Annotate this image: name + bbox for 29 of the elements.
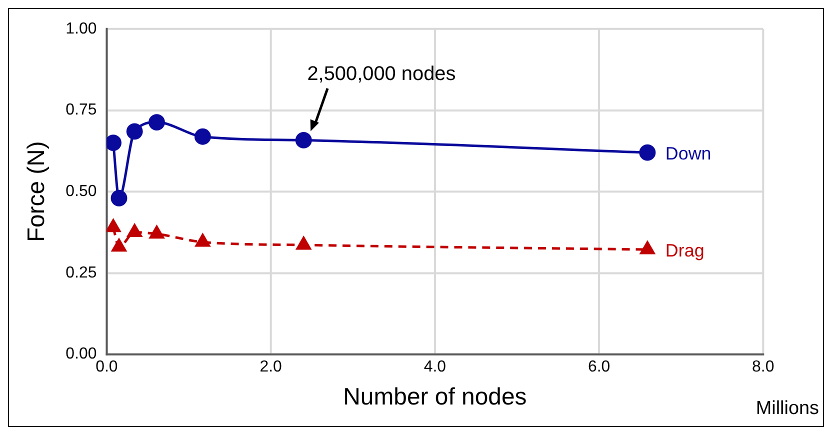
point	[295, 132, 312, 148]
point	[148, 114, 165, 131]
y-tick-label: 0.75	[66, 102, 97, 119]
y-tick-label: 0.25	[66, 264, 97, 282]
y-tick-label: 1.00	[66, 20, 97, 38]
point	[126, 123, 143, 140]
point	[106, 219, 121, 232]
series-label: Drag	[665, 240, 704, 260]
x-tick-label: 6.0	[588, 358, 610, 376]
point	[194, 128, 211, 145]
text: Millions	[756, 398, 820, 420]
point	[110, 190, 128, 206]
x-tick-label: 2.0	[260, 358, 282, 376]
x-axis-title: Number of nodes	[343, 383, 527, 410]
point	[112, 238, 126, 252]
point	[296, 236, 311, 250]
series-label: Down	[665, 144, 712, 164]
point	[149, 226, 164, 239]
x-tick-label: 0.0	[96, 358, 118, 376]
y-tick-label: 0.00	[66, 346, 97, 363]
x-tick-label: 4.0	[424, 358, 446, 376]
point	[640, 241, 655, 254]
y-tick-label: 0.50	[66, 183, 97, 200]
annotation: 2,500,000 nodes	[307, 63, 456, 86]
point	[127, 224, 142, 238]
x-tick-label: 8.0	[752, 358, 774, 376]
y-axis-title: Force (N)	[22, 141, 50, 242]
point	[195, 234, 210, 247]
point	[639, 144, 656, 161]
